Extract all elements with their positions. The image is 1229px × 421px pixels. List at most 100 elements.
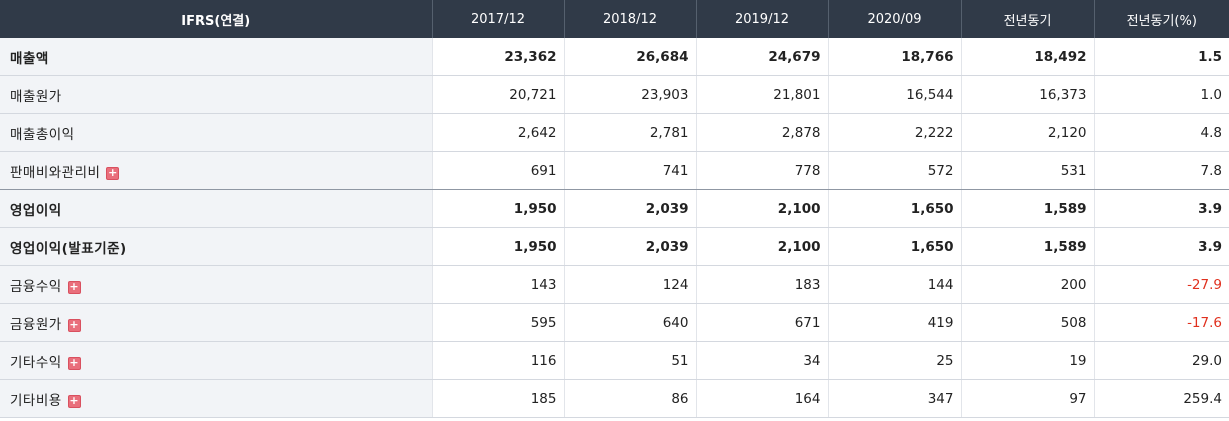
row-label: 매출총이익 xyxy=(0,113,432,152)
table-cell: 18,766 xyxy=(827,38,961,76)
table-cell: 2,878 xyxy=(695,113,828,152)
row-label-text: 기타비용 xyxy=(10,392,62,409)
plus-icon[interactable]: + xyxy=(106,165,120,180)
row-label: 매출액 xyxy=(0,38,432,76)
table-cell: 7.8 xyxy=(1093,151,1229,190)
row-label-text: 판매비와관리비 xyxy=(10,164,101,181)
table-cell: 778 xyxy=(695,151,828,190)
plus-icon[interactable]: + xyxy=(67,317,81,332)
table-cell: 1,650 xyxy=(827,227,961,266)
row-label: 판매비와관리비 + xyxy=(0,151,432,190)
plus-icon[interactable]: + xyxy=(67,393,81,408)
table-cell: -27.9 xyxy=(1093,265,1229,304)
table-cell: 2,120 xyxy=(960,113,1094,152)
table-cell: 1,589 xyxy=(960,189,1094,228)
table-cell: 1,650 xyxy=(827,189,961,228)
table-cell: 741 xyxy=(563,151,696,190)
table-cell: 1.0 xyxy=(1093,75,1229,114)
table-cell: 25 xyxy=(827,341,961,380)
plus-icon[interactable]: + xyxy=(67,279,81,294)
table-cell: 531 xyxy=(960,151,1094,190)
header-period: 2018/12 xyxy=(563,0,696,38)
table-cell: 200 xyxy=(960,265,1094,304)
row-label-text: 영업이익 xyxy=(10,202,62,219)
table-cell: 1,950 xyxy=(431,227,564,266)
table-cell: 164 xyxy=(695,379,828,418)
table-row: 금융수익 +143 124 183 144 200 -27.9 xyxy=(0,265,1229,304)
table-cell: 34 xyxy=(695,341,828,380)
table-cell: 19 xyxy=(960,341,1094,380)
table-cell: 16,544 xyxy=(827,75,961,114)
plus-icon[interactable]: + xyxy=(67,355,81,370)
table-cell: 86 xyxy=(563,379,696,418)
table-row: 기타비용 +185 86 164 347 97 259.4 xyxy=(0,379,1229,418)
row-label: 기타수익 + xyxy=(0,341,432,380)
table-cell: 595 xyxy=(431,303,564,342)
table-cell: 259.4 xyxy=(1093,379,1229,418)
table-cell: 2,781 xyxy=(563,113,696,152)
table-cell: 1,589 xyxy=(960,227,1094,266)
row-label: 기타비용 + xyxy=(0,379,432,418)
row-label-text: 금융원가 xyxy=(10,316,62,333)
table-cell: 20,721 xyxy=(431,75,564,114)
table-cell: 419 xyxy=(827,303,961,342)
table-cell: 2,039 xyxy=(563,189,696,228)
table-row: 기타수익 +116 51 34 25 19 29.0 xyxy=(0,341,1229,380)
table-cell: 18,492 xyxy=(960,38,1094,76)
header-period: 2019/12 xyxy=(695,0,828,38)
table-cell: 2,100 xyxy=(695,189,828,228)
table-cell: 2,100 xyxy=(695,227,828,266)
table-cell: 2,222 xyxy=(827,113,961,152)
row-label-text: 기타수익 xyxy=(10,354,62,371)
table-cell: 26,684 xyxy=(563,38,696,76)
row-label: 영업이익(발표기준) xyxy=(0,227,432,266)
table-cell: 51 xyxy=(563,341,696,380)
table-row: 매출액 23,362 26,684 24,679 18,766 18,492 1.5 xyxy=(0,38,1229,76)
table-row: 영업이익 1,950 2,039 2,100 1,650 1,589 3.9 xyxy=(0,189,1229,228)
table-row: 매출원가 20,721 23,903 21,801 16,544 16,373 1.0 xyxy=(0,75,1229,114)
table-row: 판매비와관리비 +691 741 778 572 531 7.8 xyxy=(0,151,1229,190)
row-label-text: 매출원가 xyxy=(10,88,62,105)
row-label: 금융수익 + xyxy=(0,265,432,304)
table-cell: 143 xyxy=(431,265,564,304)
table-cell: 21,801 xyxy=(695,75,828,114)
table-cell: -17.6 xyxy=(1093,303,1229,342)
table-cell: 116 xyxy=(431,341,564,380)
table-cell: 185 xyxy=(431,379,564,418)
table-cell: 347 xyxy=(827,379,961,418)
row-label-text: 영업이익(발표기준) xyxy=(10,240,127,257)
table-body: 매출액 23,362 26,684 24,679 18,766 18,492 1.5 매출원가… xyxy=(0,38,1229,418)
table-cell: 124 xyxy=(563,265,696,304)
table-cell: 23,362 xyxy=(431,38,564,76)
table-cell: 640 xyxy=(563,303,696,342)
table-cell: 1,950 xyxy=(431,189,564,228)
row-label: 금융원가 + xyxy=(0,303,432,342)
table-cell: 144 xyxy=(827,265,961,304)
row-label-text: 매출총이익 xyxy=(10,126,75,143)
table-cell: 3.9 xyxy=(1093,189,1229,228)
table-row: 금융원가 +595 640 671 419 508 -17.6 xyxy=(0,303,1229,342)
table-cell: 508 xyxy=(960,303,1094,342)
table-cell: 691 xyxy=(431,151,564,190)
table-cell: 3.9 xyxy=(1093,227,1229,266)
header-period: 전년동기 xyxy=(960,0,1094,38)
row-label-text: 금융수익 xyxy=(10,278,62,295)
table-cell: 2,642 xyxy=(431,113,564,152)
table-cell: 1.5 xyxy=(1093,38,1229,76)
table-row: 매출총이익 2,642 2,781 2,878 2,222 2,120 4.8 xyxy=(0,113,1229,152)
row-label: 영업이익 xyxy=(0,189,432,228)
table-header: IFRS(연결) 2017/12 2018/12 2019/12 2020/09… xyxy=(0,0,1229,38)
table-cell: 16,373 xyxy=(960,75,1094,114)
header-ifrs: IFRS(연결) xyxy=(0,0,432,38)
row-label-text: 매출액 xyxy=(10,50,49,67)
header-period: 2017/12 xyxy=(431,0,564,38)
header-period: 2020/09 xyxy=(827,0,961,38)
table-cell: 671 xyxy=(695,303,828,342)
header-period: 전년동기(%) xyxy=(1093,0,1229,38)
table-cell: 29.0 xyxy=(1093,341,1229,380)
table-row: 영업이익(발표기준) 1,950 2,039 2,100 1,650 1,589 3.9 xyxy=(0,227,1229,266)
table-cell: 4.8 xyxy=(1093,113,1229,152)
table-cell: 24,679 xyxy=(695,38,828,76)
table-cell: 97 xyxy=(960,379,1094,418)
row-label: 매출원가 xyxy=(0,75,432,114)
